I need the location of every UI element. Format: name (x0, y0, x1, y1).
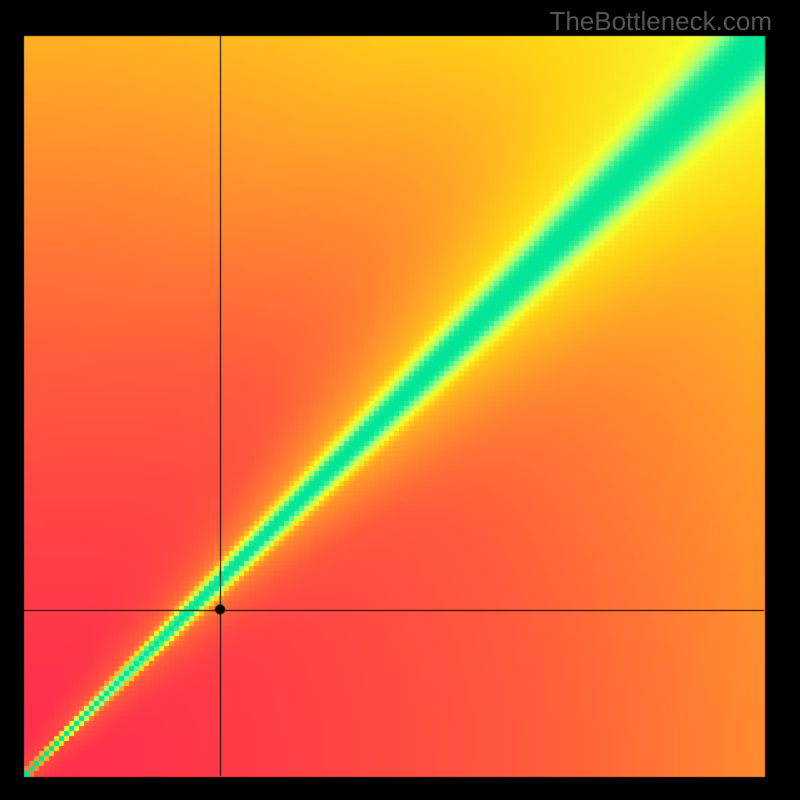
bottleneck-heatmap-chart (0, 0, 800, 800)
watermark-text: TheBottleneck.com (549, 6, 772, 37)
